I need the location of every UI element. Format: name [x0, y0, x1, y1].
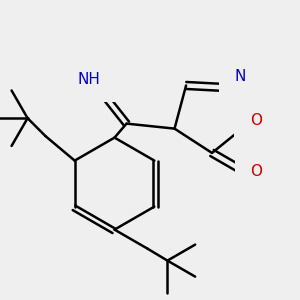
- Text: O: O: [250, 164, 262, 179]
- Text: NH: NH: [77, 72, 100, 87]
- Text: N: N: [234, 69, 246, 84]
- Text: O: O: [250, 113, 262, 128]
